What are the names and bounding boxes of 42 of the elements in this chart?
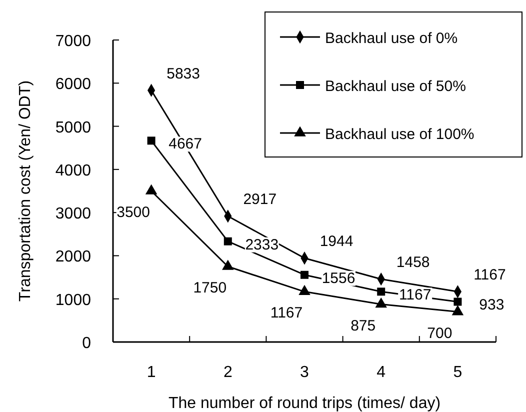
data-label: 700: [427, 324, 452, 342]
x-tick-label: 1: [146, 364, 156, 381]
data-label: 1556: [322, 270, 356, 287]
data-label: 1167: [474, 266, 506, 284]
y-tick-label: 3000: [55, 206, 92, 223]
data-label: 1944: [320, 233, 354, 250]
x-tick-label: 4: [376, 364, 386, 381]
y-tick-label: 2000: [55, 248, 92, 266]
data-label: 4667: [168, 136, 202, 153]
x-tick-label: 3: [300, 364, 310, 381]
x-tick-label: 5: [453, 364, 462, 381]
data-label: 2333: [245, 236, 279, 254]
point: [298, 284, 310, 296]
data-label: 1167: [398, 286, 432, 304]
point: [222, 260, 234, 270]
point: [454, 298, 462, 306]
data-label: 933: [479, 296, 504, 314]
point: [147, 136, 156, 145]
data-label: 1167: [270, 304, 303, 322]
legend-label: Backhaul use of 0%: [325, 30, 458, 47]
data-label: 3500: [116, 204, 150, 221]
y-tick-label: 0: [82, 335, 92, 352]
point: [452, 305, 464, 316]
legend-label: Backhaul use of 50%: [325, 78, 466, 95]
point: [377, 288, 386, 296]
y-tick-label: 4000: [55, 162, 92, 180]
y-tick-label: 7000: [55, 33, 92, 50]
x-axis-title: The number of round trips (times/ day): [168, 395, 441, 412]
data-label: 1458: [396, 254, 430, 272]
data-label: 2917: [243, 191, 277, 208]
data-label: 5833: [166, 65, 200, 82]
x-tick-label: 2: [223, 364, 232, 381]
point: [300, 270, 308, 279]
y-tick-label: 1000: [55, 292, 92, 309]
y-tick-label: 5000: [55, 119, 92, 136]
point: [224, 237, 232, 246]
data-label: 875: [350, 317, 376, 334]
legend-label: Backhaul use of 100%: [325, 126, 474, 143]
y-axis-title: Transportation cost (Yen/ ODT): [17, 80, 34, 302]
point: [375, 297, 387, 308]
data-label: 1750: [193, 280, 227, 296]
y-tick-label: 6000: [55, 76, 92, 94]
